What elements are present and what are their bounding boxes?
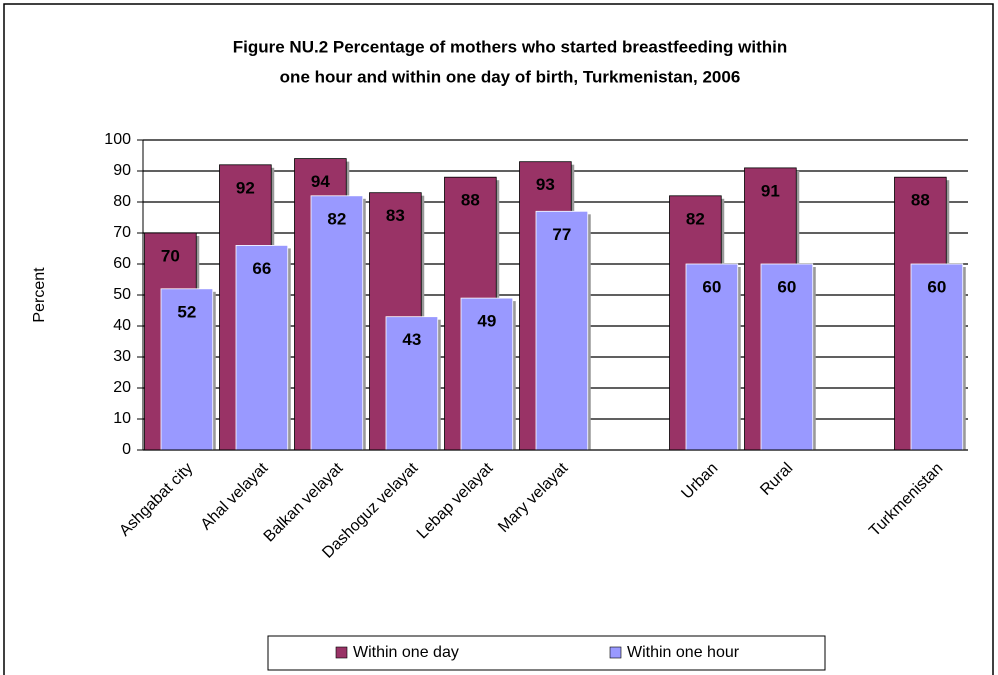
y-tick-label: 90	[113, 162, 131, 179]
bar	[460, 297, 514, 451]
data-label: 94	[311, 172, 330, 191]
y-tick-label: 60	[113, 255, 131, 272]
data-label: 93	[536, 175, 555, 194]
data-label: 92	[236, 178, 255, 197]
y-tick-label: 40	[113, 317, 131, 334]
y-tick-label: 50	[113, 286, 131, 303]
bar	[385, 316, 439, 451]
legend-label: Within one day	[353, 644, 459, 661]
y-tick-label: 10	[113, 410, 131, 427]
y-tick-label: 0	[122, 441, 131, 458]
data-label: 60	[777, 277, 796, 296]
y-tick-label: 70	[113, 224, 131, 241]
data-label: 43	[402, 330, 421, 349]
bar	[535, 210, 589, 451]
data-label: 82	[327, 209, 346, 228]
legend-swatch	[609, 646, 622, 659]
data-label: 52	[177, 302, 196, 321]
data-label: 82	[686, 209, 705, 228]
data-label: 91	[761, 181, 780, 200]
bar	[235, 244, 289, 451]
data-label: 77	[552, 225, 571, 244]
bar	[910, 263, 964, 451]
legend-box	[267, 635, 826, 671]
data-label: 83	[386, 206, 405, 225]
data-label: 60	[927, 277, 946, 296]
y-tick-label: 20	[113, 379, 131, 396]
y-tick-label: 30	[113, 348, 131, 365]
bar	[685, 263, 739, 451]
y-axis-label: Percent	[31, 267, 48, 323]
data-label: 49	[477, 312, 496, 331]
y-tick-label: 80	[113, 193, 131, 210]
chart-title: one hour and within one day of birth, Tu…	[280, 67, 741, 86]
data-label: 88	[461, 191, 480, 210]
legend-label: Within one hour	[627, 644, 740, 661]
y-tick-label: 100	[104, 131, 131, 148]
data-label: 66	[252, 259, 271, 278]
legend-swatch	[335, 646, 348, 659]
bar	[310, 195, 364, 451]
bar	[760, 263, 814, 451]
data-label: 60	[702, 277, 721, 296]
data-label: 88	[911, 191, 930, 210]
bar	[160, 288, 214, 451]
data-label: 70	[161, 246, 180, 265]
chart-title: Figure NU.2 Percentage of mothers who st…	[233, 37, 787, 56]
